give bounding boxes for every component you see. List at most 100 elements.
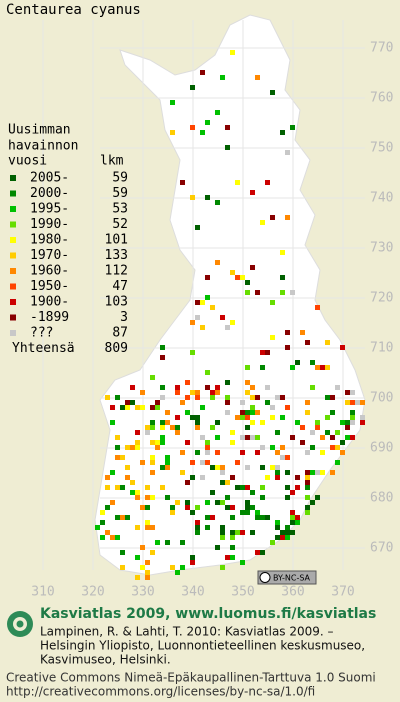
record-square xyxy=(195,395,200,400)
record-square xyxy=(270,300,275,305)
record-square xyxy=(135,575,140,580)
record-square xyxy=(280,250,285,255)
record-square xyxy=(170,425,175,430)
record-square xyxy=(240,415,245,420)
record-square xyxy=(350,435,355,440)
record-square xyxy=(325,430,330,435)
record-square xyxy=(230,50,235,55)
record-square xyxy=(145,575,150,580)
record-square xyxy=(260,420,265,425)
record-square xyxy=(305,340,310,345)
record-square xyxy=(220,500,225,505)
record-square xyxy=(190,555,195,560)
record-square xyxy=(215,420,220,425)
record-square xyxy=(335,445,340,450)
record-square xyxy=(285,150,290,155)
record-square xyxy=(125,405,130,410)
record-square xyxy=(110,405,115,410)
record-square xyxy=(275,525,280,530)
license-badge: BY-NC-SA xyxy=(257,570,317,585)
record-square xyxy=(200,460,205,465)
record-square xyxy=(240,485,245,490)
record-square xyxy=(115,395,120,400)
record-square xyxy=(265,180,270,185)
record-square xyxy=(210,425,215,430)
record-square xyxy=(280,130,285,135)
record-square xyxy=(245,435,250,440)
record-square xyxy=(320,435,325,440)
record-square xyxy=(295,485,300,490)
record-square xyxy=(225,380,230,385)
record-square xyxy=(115,535,120,540)
record-square xyxy=(325,395,330,400)
record-square xyxy=(345,400,350,405)
record-square xyxy=(120,485,125,490)
record-square xyxy=(125,475,130,480)
record-square xyxy=(280,535,285,540)
record-square xyxy=(360,415,365,420)
record-square xyxy=(130,445,135,450)
record-square xyxy=(315,365,320,370)
record-square xyxy=(285,495,290,500)
record-square xyxy=(125,400,130,405)
record-square xyxy=(245,465,250,470)
record-square xyxy=(165,410,170,415)
record-square xyxy=(230,320,235,325)
legend-label: 2000- xyxy=(30,186,69,201)
record-square xyxy=(215,260,220,265)
record-square xyxy=(135,445,140,450)
record-square xyxy=(310,500,315,505)
record-square xyxy=(255,515,260,520)
legend-count: 133 xyxy=(105,248,128,263)
record-square xyxy=(340,440,345,445)
y-coordinate-label: 750 xyxy=(370,141,393,156)
record-square xyxy=(270,335,275,340)
record-square xyxy=(170,565,175,570)
record-square xyxy=(205,440,210,445)
record-square xyxy=(270,540,275,545)
record-square xyxy=(310,445,315,450)
legend-label: ??? xyxy=(30,326,53,341)
record-square xyxy=(155,400,160,405)
record-square xyxy=(255,435,260,440)
x-coordinate-label: 350 xyxy=(231,585,254,600)
record-square xyxy=(240,410,245,415)
record-square xyxy=(295,515,300,520)
legend-count: 3 xyxy=(120,310,128,325)
record-square xyxy=(305,495,310,500)
record-square xyxy=(120,515,125,520)
record-square xyxy=(260,515,265,520)
record-square xyxy=(145,560,150,565)
record-square xyxy=(175,425,180,430)
record-square xyxy=(110,535,115,540)
record-square xyxy=(215,200,220,205)
record-square xyxy=(230,555,235,560)
record-square xyxy=(315,495,320,500)
record-square xyxy=(160,425,165,430)
record-square xyxy=(200,300,205,305)
record-square xyxy=(305,410,310,415)
record-square xyxy=(250,385,255,390)
record-square xyxy=(305,470,310,475)
record-square xyxy=(180,540,185,545)
record-square xyxy=(345,435,350,440)
record-square xyxy=(260,465,265,470)
record-square xyxy=(125,515,130,520)
record-square xyxy=(280,455,285,460)
record-square xyxy=(235,530,240,535)
record-square xyxy=(250,410,255,415)
record-square xyxy=(185,395,190,400)
record-square xyxy=(300,425,305,430)
record-square xyxy=(205,445,210,450)
record-square xyxy=(155,440,160,445)
x-coordinate-label: 330 xyxy=(131,585,154,600)
record-square xyxy=(235,415,240,420)
record-square xyxy=(255,450,260,455)
record-square xyxy=(225,400,230,405)
record-square xyxy=(220,465,225,470)
record-square xyxy=(205,295,210,300)
record-square xyxy=(220,565,225,570)
record-square xyxy=(220,535,225,540)
record-square xyxy=(315,305,320,310)
